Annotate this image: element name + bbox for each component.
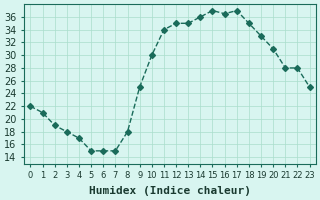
X-axis label: Humidex (Indice chaleur): Humidex (Indice chaleur) <box>89 186 251 196</box>
